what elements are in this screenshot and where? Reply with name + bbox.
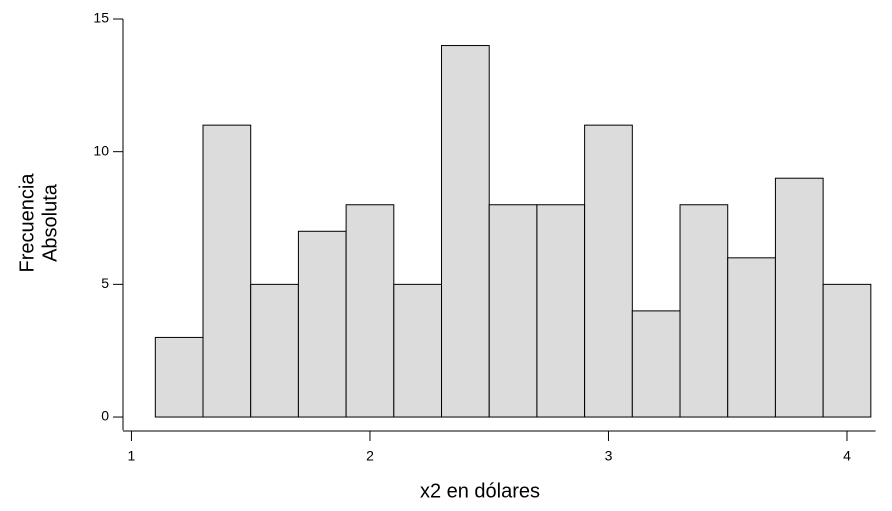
bar [250, 283, 299, 418]
x-axis-title: x2 en dólares [420, 480, 540, 502]
bar [154, 336, 204, 418]
bar [822, 283, 872, 418]
bar [584, 124, 633, 418]
bar [488, 204, 538, 418]
bar [679, 204, 729, 418]
bar [774, 177, 824, 418]
bar [202, 124, 252, 418]
bar [345, 204, 395, 418]
y-tick-label: 15 [93, 10, 109, 26]
y-axis-title: Frecuencia [16, 173, 38, 273]
bar [727, 257, 776, 418]
x-tick-label: 2 [366, 448, 374, 464]
bar [297, 230, 347, 418]
y-tick-label: 0 [101, 408, 109, 424]
x-tick-label: 4 [843, 448, 851, 464]
x-tick-label: 1 [128, 448, 136, 464]
bar [393, 283, 443, 418]
bar [536, 204, 586, 418]
y-tick-label: 5 [101, 275, 109, 291]
bar [631, 310, 681, 418]
x-tick-label: 3 [605, 448, 613, 464]
y-axis-title: Absoluta [39, 183, 61, 262]
bar [441, 45, 490, 418]
y-tick-label: 10 [93, 142, 109, 158]
